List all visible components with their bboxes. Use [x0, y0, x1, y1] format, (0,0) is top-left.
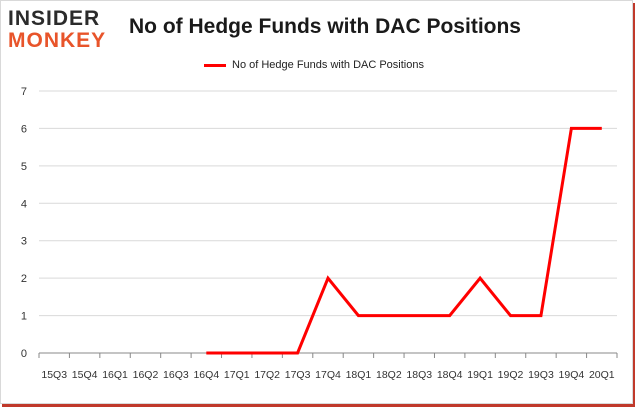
y-tick-label: 4	[21, 198, 27, 210]
x-tick-label: 15Q3	[41, 369, 67, 381]
y-tick-label: 6	[21, 123, 27, 135]
x-tick-label: 15Q4	[72, 369, 98, 381]
plot-area: 0 1 2 3 4 5 6 7 15Q3 15Q4 16Q1 16Q2 16Q3 16Q4 17Q1 17Q2…	[21, 86, 618, 381]
x-tick-label: 19Q3	[528, 369, 554, 381]
x-tick-label: 19Q4	[559, 369, 585, 381]
x-tick-label: 17Q4	[315, 369, 341, 381]
x-tick-label: 18Q3	[406, 369, 432, 381]
x-tick-label: 18Q1	[346, 369, 372, 381]
legend-label: No of Hedge Funds with DAC Positions	[232, 59, 424, 71]
chart-title: No of Hedge Funds with DAC Positions	[129, 15, 521, 38]
x-tick-label: 18Q2	[376, 369, 402, 381]
x-tick-label: 19Q1	[467, 369, 493, 381]
y-tick-label: 2	[21, 273, 27, 285]
x-tick-label: 17Q1	[224, 369, 250, 381]
insider-monkey-logo: INSIDER MONKEY	[8, 7, 120, 55]
y-tick-label: 3	[21, 236, 27, 248]
y-tick-label: 5	[21, 161, 27, 173]
x-tick-label: 18Q4	[437, 369, 463, 381]
x-tick-label: 16Q1	[102, 369, 128, 381]
logo-line-1: INSIDER	[8, 7, 101, 30]
y-tick-label: 1	[21, 311, 27, 323]
x-tick-label: 20Q1	[589, 369, 615, 381]
legend-swatch	[204, 63, 226, 67]
x-tick-label: 17Q3	[285, 369, 311, 381]
x-tick-label: 16Q3	[163, 369, 189, 381]
logo-line-2: MONKEY	[8, 29, 107, 52]
chart-legend: No of Hedge Funds with DAC Positions	[204, 57, 424, 73]
x-tick-label: 16Q4	[193, 369, 219, 381]
x-tick-label: 16Q2	[133, 369, 159, 381]
x-tick-label: 17Q2	[254, 369, 280, 381]
y-tick-label: 7	[21, 86, 27, 98]
series-line	[206, 126, 602, 355]
x-tick-label: 19Q2	[498, 369, 524, 381]
y-tick-label: 0	[21, 348, 27, 360]
